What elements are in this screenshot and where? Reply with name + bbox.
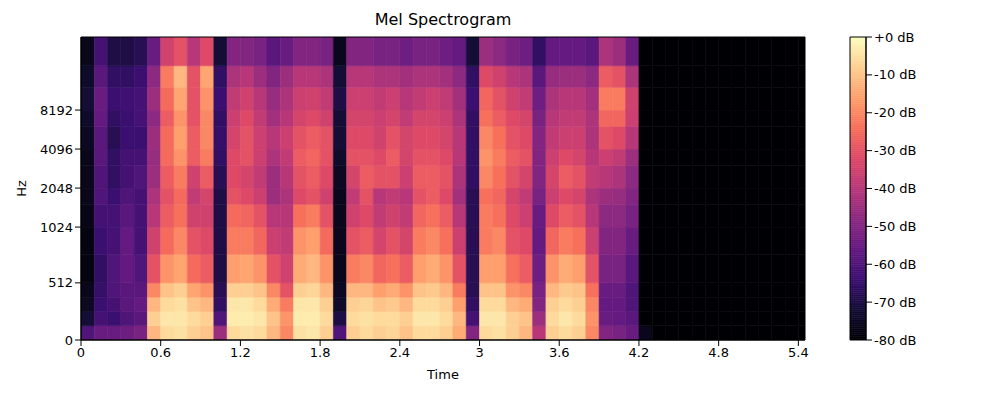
svg-text:-70 dB: -70 dB — [874, 295, 917, 310]
svg-text:4.2: 4.2 — [629, 345, 650, 360]
svg-text:Time: Time — [426, 367, 459, 382]
svg-text:2.4: 2.4 — [389, 345, 410, 360]
svg-text:0: 0 — [77, 345, 85, 360]
svg-text:-10 dB: -10 dB — [874, 67, 917, 82]
svg-text:-50 dB: -50 dB — [874, 219, 917, 234]
svg-text:1.8: 1.8 — [310, 345, 331, 360]
svg-text:8192: 8192 — [40, 103, 73, 118]
svg-text:Hz: Hz — [14, 180, 29, 197]
svg-text:-30 dB: -30 dB — [874, 143, 917, 158]
svg-text:-60 dB: -60 dB — [874, 257, 917, 272]
svg-text:3: 3 — [475, 345, 483, 360]
svg-text:-20 dB: -20 dB — [874, 105, 917, 120]
svg-text:-40 dB: -40 dB — [874, 181, 917, 196]
svg-text:4096: 4096 — [40, 142, 73, 157]
svg-text:3.6: 3.6 — [549, 345, 570, 360]
svg-text:0.6: 0.6 — [150, 345, 171, 360]
svg-text:1.2: 1.2 — [230, 345, 251, 360]
svg-text:4.8: 4.8 — [708, 345, 729, 360]
html-text:Mel Spectrogram: Mel Spectrogram — [374, 10, 512, 29]
svg-text:5.4: 5.4 — [788, 345, 809, 360]
svg-text:+0 dB: +0 dB — [874, 30, 914, 45]
svg-text:512: 512 — [48, 275, 73, 290]
svg-text:1024: 1024 — [40, 220, 73, 235]
svg-text:0: 0 — [65, 333, 73, 348]
svg-text:2048: 2048 — [40, 181, 73, 196]
svg-text:-80 dB: -80 dB — [874, 333, 917, 348]
